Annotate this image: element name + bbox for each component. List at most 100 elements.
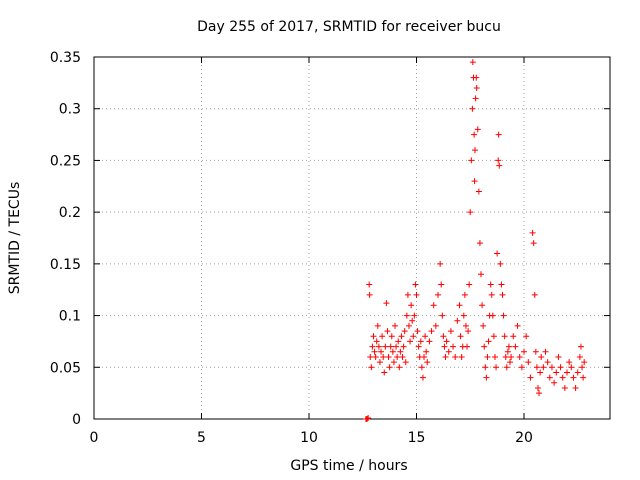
data-point: [412, 281, 419, 288]
data-point: [378, 348, 385, 355]
data-point: [521, 348, 527, 355]
data-point: [367, 353, 374, 360]
data-point: [497, 260, 504, 267]
data-point: [531, 291, 538, 298]
data-point: [401, 328, 408, 335]
data-point: [369, 343, 376, 350]
data-point: [408, 302, 415, 309]
data-point: [498, 281, 505, 288]
data-point: [580, 374, 587, 381]
data-point: [464, 343, 471, 350]
data-point: [479, 302, 486, 309]
data-point: [382, 343, 389, 350]
data-point: [386, 364, 393, 371]
data-point: [572, 384, 579, 391]
x-tick-labels: 0 5 10 15 20: [90, 430, 533, 446]
data-point: [437, 260, 444, 267]
data-point: [452, 353, 459, 360]
data-point: [502, 353, 509, 360]
data-point: [566, 359, 573, 366]
data-point: [441, 343, 448, 350]
data-point: [403, 312, 410, 319]
data-point: [551, 379, 558, 386]
data-point: [495, 131, 502, 138]
data-point: [393, 343, 400, 350]
chart-title: Day 255 of 2017, SRMTID for receiver buc…: [197, 19, 501, 35]
data-point: [471, 147, 478, 154]
data-point: [419, 374, 426, 381]
x-tick-label: 10: [300, 430, 318, 446]
data-point: [570, 374, 577, 381]
data-point: [546, 374, 553, 381]
data-point: [458, 353, 465, 360]
data-point: [476, 240, 483, 247]
data-point: [390, 359, 397, 366]
data-point: [514, 322, 521, 329]
data-point: [500, 312, 507, 319]
data-point: [383, 300, 390, 307]
data-point: [407, 338, 414, 345]
data-point: [507, 359, 514, 366]
data-point: [445, 348, 452, 355]
data-points: [362, 59, 588, 422]
data-point: [532, 348, 539, 355]
data-point: [373, 338, 380, 345]
data-point: [489, 312, 496, 319]
data-point: [525, 359, 532, 366]
data-point: [496, 162, 503, 169]
y-tick-label: 0.2: [59, 205, 81, 221]
data-point: [469, 59, 476, 66]
data-point: [462, 322, 469, 329]
data-point: [385, 353, 392, 360]
data-point: [387, 343, 394, 350]
x-tick-label: 0: [90, 430, 99, 446]
y-tick-labels: 0 0.05 0.1 0.15 0.2 0.25 0.3 0.35: [50, 50, 81, 428]
data-point: [366, 291, 373, 298]
data-point: [396, 364, 403, 371]
data-point: [501, 333, 508, 340]
y-tick-label: 0.35: [50, 50, 81, 66]
data-point: [472, 95, 479, 102]
y-tick-label: 0.3: [59, 102, 81, 118]
data-point: [564, 369, 570, 376]
data-point: [537, 369, 544, 376]
data-point: [428, 328, 435, 335]
data-point: [415, 343, 422, 350]
data-point: [435, 291, 441, 298]
data-point: [490, 333, 497, 340]
data-point: [372, 353, 379, 360]
data-point: [450, 343, 457, 350]
data-point: [557, 364, 564, 371]
data-point: [482, 364, 489, 371]
data-point: [505, 343, 512, 350]
data-point: [465, 328, 472, 335]
data-point: [484, 353, 491, 360]
data-point: [485, 338, 492, 345]
data-point: [481, 343, 488, 350]
data-point: [533, 364, 540, 371]
data-point: [471, 178, 478, 185]
data-point: [411, 312, 418, 319]
data-point: [491, 353, 498, 360]
data-point: [574, 369, 581, 376]
data-point: [466, 281, 473, 288]
data-point: [542, 348, 549, 355]
data-point: [379, 333, 386, 340]
data-point: [456, 302, 463, 309]
y-tick-label: 0.1: [59, 309, 81, 325]
data-point: [460, 312, 467, 319]
data-point: [440, 333, 447, 340]
data-point: [404, 291, 411, 298]
plot-frame: [93, 56, 611, 420]
data-point: [468, 157, 475, 164]
data-point: [366, 281, 373, 288]
data-point: [579, 364, 586, 371]
data-point: [504, 348, 511, 355]
data-point: [530, 240, 537, 247]
data-point: [398, 333, 405, 340]
data-point: [538, 353, 545, 360]
data-point: [503, 364, 510, 371]
data-point: [370, 333, 377, 340]
data-point: [474, 126, 481, 133]
data-point: [399, 353, 406, 360]
